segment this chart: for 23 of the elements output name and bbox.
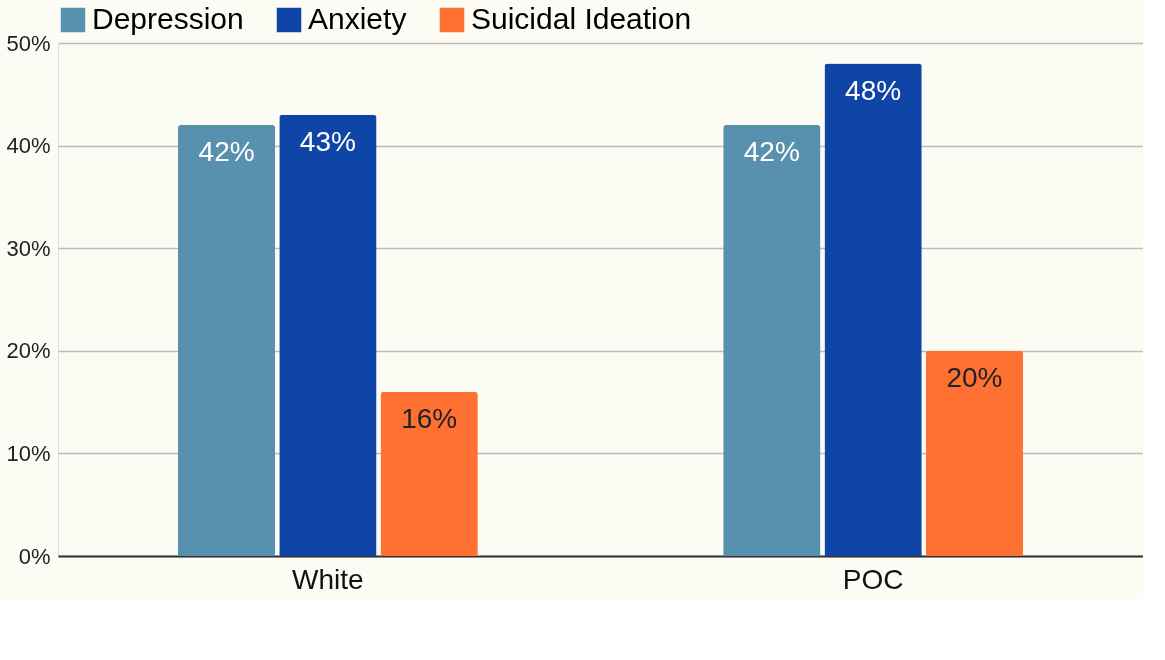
bar <box>279 114 377 556</box>
data-label: 42% <box>743 136 800 168</box>
bar <box>824 63 922 556</box>
bar <box>925 350 1024 556</box>
data-label: 48% <box>845 74 902 106</box>
data-label: 42% <box>198 136 255 168</box>
y-tick-label: 30% <box>6 235 51 261</box>
legend-label: Depression <box>92 2 244 35</box>
y-tick-label: 10% <box>6 440 51 466</box>
y-tick-label: 50% <box>6 30 51 56</box>
data-label: 16% <box>401 402 458 434</box>
y-tick-label: 20% <box>6 338 51 364</box>
y-tick-label: 0% <box>18 543 51 569</box>
data-label: 20% <box>946 361 1003 393</box>
data-label: 43% <box>299 125 356 157</box>
bar <box>380 391 478 556</box>
x-tick-label: White <box>292 563 364 595</box>
legend-label: Anxiety <box>308 2 407 35</box>
x-tick-label: POC <box>842 563 904 595</box>
y-tick-label: 40% <box>6 133 51 159</box>
bar <box>723 125 821 556</box>
bar <box>177 125 276 556</box>
legend-label: Suicidal Ideation <box>471 2 692 35</box>
